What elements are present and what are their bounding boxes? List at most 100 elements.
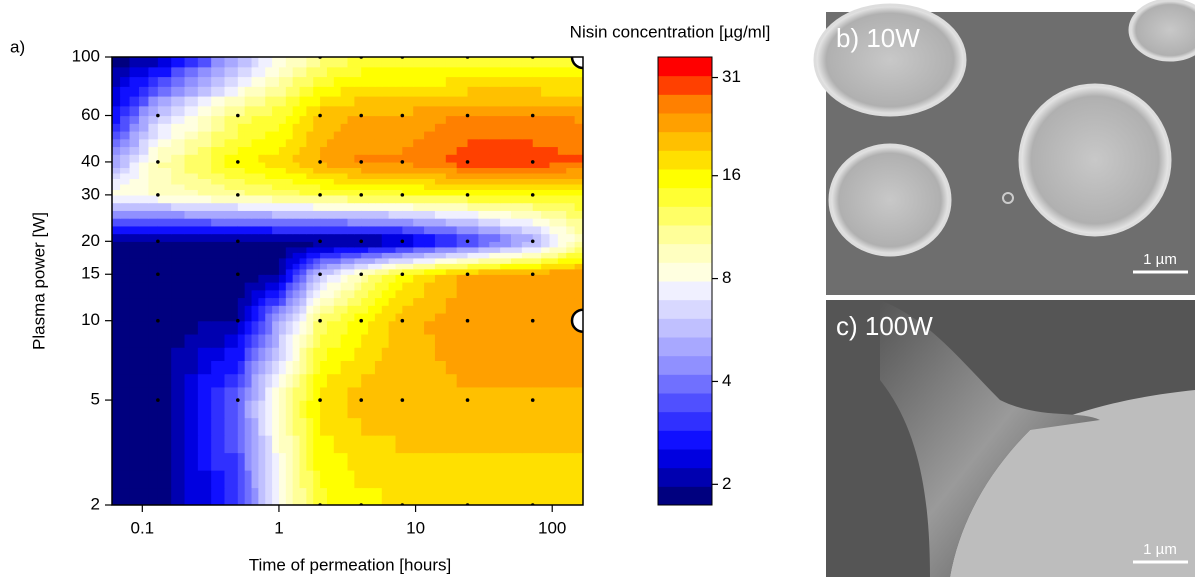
contour-cell	[244, 105, 253, 117]
contour-cell	[306, 312, 314, 322]
contour-cell	[557, 86, 567, 97]
contour-cell	[224, 373, 239, 388]
contour-cell	[478, 274, 490, 283]
contour-cell	[101, 178, 111, 184]
contour-cell	[184, 400, 199, 419]
contour-cell	[413, 252, 425, 259]
contour-cell	[278, 178, 287, 185]
contour-cell	[120, 189, 131, 196]
contour-cell	[532, 146, 542, 155]
contour-cell	[197, 263, 212, 270]
contour-cell	[306, 246, 314, 253]
contour-cell	[381, 470, 390, 489]
contour-cell	[541, 263, 551, 270]
contour-cell	[313, 189, 321, 196]
contour-cell	[489, 452, 501, 471]
contour-cell	[424, 360, 436, 375]
contour-cell	[467, 417, 479, 436]
contour-cell	[456, 360, 469, 375]
contour-cell	[549, 172, 559, 180]
contour-cell	[171, 386, 186, 401]
contour-cell	[244, 246, 253, 253]
contour-cell	[510, 257, 523, 264]
contour-cell	[120, 178, 131, 185]
contour-cell	[354, 76, 362, 87]
contour-cell	[299, 263, 307, 270]
contour-cell	[354, 373, 362, 388]
contour-cell	[244, 146, 253, 155]
contour-cell	[402, 146, 414, 155]
contour-cell	[413, 172, 425, 180]
contour-cell	[320, 123, 328, 132]
contour-cell	[129, 347, 140, 361]
contour-cell	[184, 297, 199, 306]
contour-cell	[340, 297, 349, 306]
contour-cell	[340, 76, 349, 87]
contour-cell	[354, 241, 362, 248]
contour-cell	[467, 233, 479, 242]
contour-cell	[197, 154, 212, 163]
contour-cell	[292, 252, 301, 259]
contour-cell	[413, 417, 425, 436]
contour-cell	[521, 347, 534, 361]
contour-cell	[557, 233, 567, 242]
contour-cell	[402, 210, 414, 219]
contour-cell	[413, 246, 425, 253]
contour-cell	[211, 189, 226, 196]
contour-cell	[489, 312, 501, 322]
contour-cell	[532, 373, 542, 388]
contour-cell	[184, 154, 199, 163]
contour-cell	[574, 130, 583, 140]
contour-cell	[333, 178, 342, 185]
contour-cell	[148, 194, 159, 204]
contour-cell	[489, 241, 501, 248]
contour-cell	[413, 289, 425, 299]
contour-cell	[541, 57, 551, 68]
contour-cell	[197, 76, 212, 87]
contour-cell	[456, 105, 469, 117]
contour-cell	[368, 154, 376, 163]
contour-cell	[434, 373, 447, 388]
measurement-point	[530, 318, 535, 323]
contour-cell	[445, 76, 458, 87]
contour-cell	[445, 386, 458, 401]
contour-cell	[340, 320, 349, 335]
measurement-point	[530, 272, 535, 277]
contour-cell	[320, 233, 328, 242]
contour-cell	[368, 76, 376, 87]
contour-cell	[129, 297, 140, 306]
colorbar-band	[658, 131, 712, 151]
contour-cell	[120, 373, 131, 388]
contour-cell	[313, 161, 321, 169]
contour-cell	[354, 305, 362, 314]
contour-cell	[381, 305, 390, 314]
contour-cell	[265, 274, 273, 283]
contour-cell	[566, 417, 576, 436]
contour-cell	[285, 281, 294, 291]
contour-cell	[171, 146, 186, 155]
contour-cell	[333, 123, 342, 132]
contour-cell	[120, 347, 131, 361]
contour-cell	[197, 274, 212, 283]
contour-cell	[326, 281, 335, 291]
contour-cell	[557, 360, 567, 375]
contour-cell	[361, 241, 369, 248]
contour-cell	[326, 257, 335, 264]
contour-cell	[456, 373, 469, 388]
contour-cell	[374, 86, 383, 97]
contour-cell	[541, 66, 551, 78]
contour-cell	[278, 172, 287, 180]
contour-cell	[272, 452, 280, 471]
contour-cell	[478, 154, 490, 163]
contour-cell	[424, 347, 436, 361]
contour-cell	[197, 105, 212, 117]
contour-cell	[500, 76, 512, 87]
contour-cell	[354, 360, 362, 375]
contour-cell	[395, 115, 403, 124]
contour-cell	[354, 435, 362, 454]
contour-cell	[549, 400, 559, 419]
contour-cell	[129, 252, 140, 259]
contour-cell	[224, 210, 239, 219]
contour-cell	[532, 76, 542, 87]
contour-cell	[388, 305, 397, 314]
